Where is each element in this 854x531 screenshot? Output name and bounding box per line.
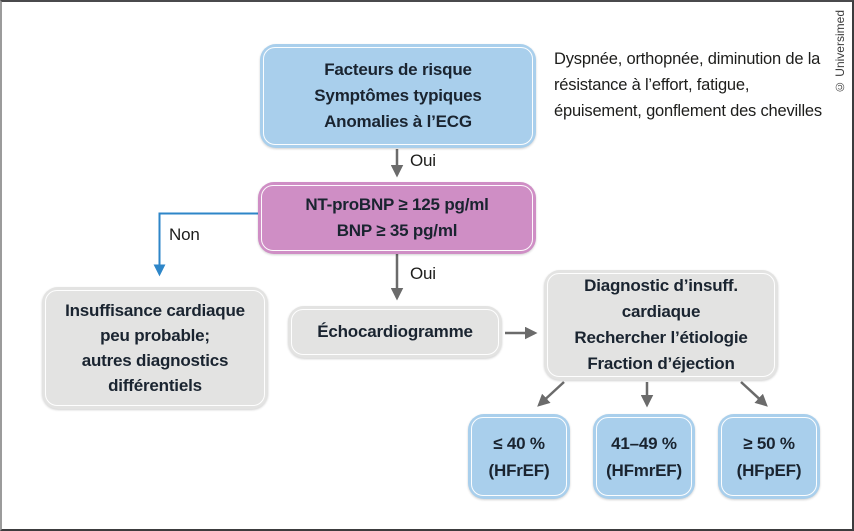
box-hfpef: ≥ 50 % (HFpEF) bbox=[718, 414, 820, 499]
box-diagnosis-line: Diagnostic d’insuff. cardiaque bbox=[584, 276, 738, 321]
box-risk-factors-line: Facteurs de risque bbox=[324, 60, 472, 79]
box-bnp-line: BNP ≥ 35 pg/ml bbox=[336, 221, 458, 240]
box-diagnosis-line: Rechercher l’étiologie bbox=[574, 328, 748, 347]
box-diagnosis-line: Fraction d’éjection bbox=[587, 354, 735, 373]
box-diagnosis: Diagnostic d’insuff. cardiaque Recherche… bbox=[544, 270, 778, 380]
box-hfpef-line: ≥ 50 % bbox=[743, 433, 795, 453]
box-hfmref: 41–49 % (HFmrEF) bbox=[593, 414, 695, 499]
arrow-diagnosis-to-hfref bbox=[537, 381, 565, 407]
arrow-diagnosis-to-hfpef bbox=[740, 381, 768, 407]
box-unlikely-line: Insuffisance cardiaque bbox=[65, 301, 245, 320]
copyright-credit: © Universimed bbox=[833, 10, 847, 95]
box-hfref: ≤ 40 % (HFrEF) bbox=[468, 414, 570, 499]
box-hfmref-line: 41–49 % bbox=[611, 433, 677, 453]
box-bnp-thresholds: NT-proBNP ≥ 125 pg/ml BNP ≥ 35 pg/ml bbox=[258, 182, 536, 254]
box-risk-factors-line: Symptômes typiques bbox=[314, 86, 482, 105]
symptoms-annotation: Dyspnée, orthopnée, diminution de la rés… bbox=[554, 50, 822, 120]
box-echocardiogram-label: Échocardiogramme bbox=[317, 322, 473, 341]
box-hfref-line: (HFrEF) bbox=[488, 460, 550, 480]
box-unlikely-line: peu probable; bbox=[100, 326, 210, 345]
box-hfref-line: ≤ 40 % bbox=[493, 433, 545, 453]
edge-label-oui-2: Oui bbox=[410, 264, 436, 283]
box-hfmref-line: (HFmrEF) bbox=[606, 460, 682, 480]
box-bnp-line: NT-proBNP ≥ 125 pg/ml bbox=[305, 195, 489, 214]
box-unlikely-line: autres diagnostics bbox=[81, 351, 229, 370]
box-risk-factors-line: Anomalies à l’ECG bbox=[324, 112, 472, 131]
box-heart-failure-unlikely: Insuffisance cardiaque peu probable; aut… bbox=[42, 287, 268, 409]
box-echocardiogram: Échocardiogramme bbox=[288, 306, 502, 358]
box-risk-factors: Facteurs de risque Symptômes typiques An… bbox=[260, 44, 536, 148]
edge-label-non: Non bbox=[169, 225, 200, 244]
box-unlikely-line: différentiels bbox=[108, 376, 202, 395]
box-hfpef-line: (HFpEF) bbox=[736, 460, 802, 480]
edge-label-oui-1: Oui bbox=[410, 151, 436, 170]
